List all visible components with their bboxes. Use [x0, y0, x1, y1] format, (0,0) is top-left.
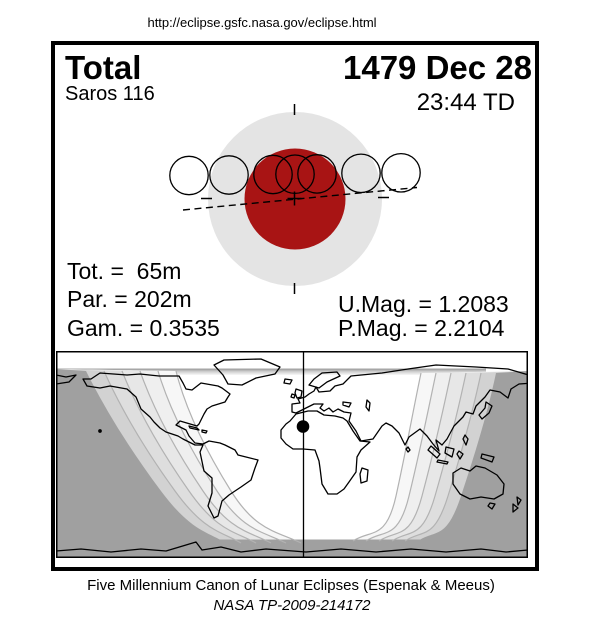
visibility-map [56, 351, 528, 558]
eclipse-time-label: 23:44 TD [416, 89, 515, 116]
umbral-magnitude-stat: U.Mag. = 1.2083 [338, 291, 509, 317]
shadow-center-cross [287, 191, 302, 206]
totality-duration-stat: Tot. = 65m [67, 258, 182, 284]
canon-title-text: Five Millennium Canon of Lunar Eclipses … [87, 577, 495, 594]
coastlines [56, 358, 528, 553]
moon-position-circle [341, 153, 381, 194]
map-border [56, 351, 528, 558]
north-limit-strip [56, 368, 486, 375]
west-no-eclipse-zone [56, 369, 226, 558]
moon-contact-positions [169, 152, 421, 196]
partial-duration-stat: Par. = 202m [67, 286, 192, 312]
moon-position-circle [169, 155, 209, 196]
penumbra-edge-ticks [201, 104, 389, 294]
eclipse-type-label: Total [65, 49, 142, 86]
nasa-report-number-text: NASA TP-2009-214172 [213, 597, 371, 614]
eclipse-date-label: 1479 Dec 28 [343, 49, 532, 86]
visibility-contour-lines [103, 370, 482, 544]
south-no-eclipse-strip [56, 539, 528, 558]
east-no-eclipse-zone [418, 371, 528, 558]
moon-position-circle [253, 154, 293, 195]
gamma-stat: Gam. = 0.3535 [67, 315, 220, 341]
moon-position-circle [297, 154, 337, 194]
zenith-point-dot [296, 420, 310, 433]
moon-position-circle [381, 152, 421, 193]
source-url-text: http://eclipse.gsfc.nasa.gov/eclipse.htm… [147, 15, 377, 30]
penumbral-magnitude-stat: P.Mag. = 2.2104 [338, 315, 505, 341]
west-visibility-bands [56, 369, 301, 558]
saros-series-label: Saros 116 [65, 83, 155, 105]
moon-position-circle [209, 155, 249, 195]
hawaii-dot [98, 429, 102, 433]
